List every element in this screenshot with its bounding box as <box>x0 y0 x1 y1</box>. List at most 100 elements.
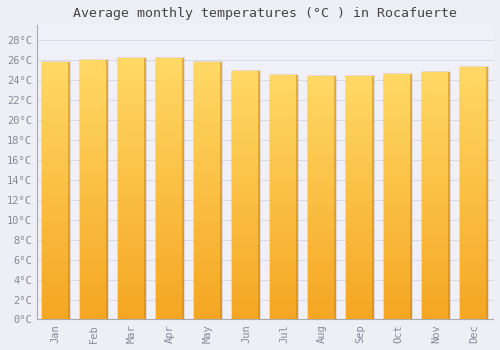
Bar <box>80 155 108 160</box>
Bar <box>384 103 411 107</box>
Bar <box>156 280 184 285</box>
Bar <box>346 259 374 262</box>
Bar <box>194 246 222 251</box>
Bar <box>422 175 450 179</box>
Bar <box>118 167 146 172</box>
Bar <box>118 289 146 293</box>
Bar <box>346 190 374 194</box>
Bar <box>346 92 374 96</box>
Bar <box>232 237 260 241</box>
Bar <box>118 158 146 163</box>
Bar <box>422 262 450 266</box>
Bar <box>118 132 146 136</box>
Bar <box>194 182 222 187</box>
Bar <box>194 152 222 156</box>
Bar <box>156 306 184 311</box>
Bar <box>194 212 222 217</box>
Bar <box>80 229 108 233</box>
Bar <box>118 76 146 80</box>
Bar <box>384 131 411 135</box>
Bar <box>118 106 146 111</box>
Bar <box>42 307 70 311</box>
Bar <box>232 88 260 92</box>
Bar <box>156 89 184 93</box>
Bar <box>118 254 146 259</box>
Bar <box>308 161 336 165</box>
Bar <box>194 289 222 294</box>
Bar <box>308 88 336 92</box>
Bar <box>232 261 260 266</box>
Bar <box>80 142 108 147</box>
Bar <box>384 78 411 82</box>
Bar <box>118 197 146 202</box>
Bar <box>372 76 374 320</box>
Bar <box>422 237 450 241</box>
Bar <box>194 169 222 174</box>
Bar <box>156 206 184 211</box>
Bar <box>118 89 146 93</box>
Bar <box>460 265 487 269</box>
Bar <box>270 250 297 254</box>
Bar <box>270 83 297 88</box>
Bar <box>346 307 374 312</box>
Bar <box>232 158 260 162</box>
Bar <box>118 311 146 315</box>
Bar <box>308 303 336 307</box>
Bar <box>80 134 108 138</box>
Bar <box>42 276 70 281</box>
Bar <box>346 194 374 198</box>
Bar <box>232 175 260 179</box>
Bar <box>232 92 260 96</box>
Bar <box>270 120 297 124</box>
Bar <box>42 208 70 212</box>
Bar <box>118 93 146 97</box>
Bar <box>308 137 336 141</box>
Bar <box>346 76 374 80</box>
Bar <box>308 181 336 186</box>
Bar <box>422 150 450 155</box>
Bar <box>308 149 336 153</box>
Bar <box>232 311 260 315</box>
Bar <box>156 184 184 189</box>
Bar <box>346 96 374 100</box>
Bar <box>384 266 411 271</box>
Bar <box>346 279 374 283</box>
Bar <box>156 189 184 193</box>
Bar <box>460 273 487 278</box>
Bar <box>308 202 336 206</box>
Bar <box>232 121 260 125</box>
Bar <box>42 272 70 276</box>
Bar <box>232 104 260 108</box>
Bar <box>42 96 70 101</box>
Bar <box>308 283 336 287</box>
Bar <box>346 238 374 243</box>
Bar <box>80 306 108 311</box>
Bar <box>346 80 374 84</box>
Bar <box>118 306 146 311</box>
Bar <box>384 262 411 266</box>
Bar <box>194 144 222 148</box>
Bar <box>346 214 374 218</box>
Bar <box>346 218 374 222</box>
Bar <box>384 287 411 291</box>
Bar <box>270 234 297 238</box>
Bar <box>42 109 70 114</box>
Bar <box>270 96 297 99</box>
Bar <box>194 165 222 169</box>
Bar <box>422 303 450 307</box>
Bar <box>194 88 222 92</box>
Bar <box>346 76 374 320</box>
Bar <box>270 226 297 230</box>
Bar <box>384 197 411 201</box>
Bar <box>346 311 374 315</box>
Bar <box>308 226 336 230</box>
Bar <box>42 268 70 272</box>
Bar <box>308 206 336 210</box>
Bar <box>270 156 297 161</box>
Bar <box>460 101 487 105</box>
Bar <box>384 74 411 320</box>
Bar <box>422 126 450 130</box>
Bar <box>42 62 70 320</box>
Bar <box>80 164 108 168</box>
Bar <box>296 75 298 320</box>
